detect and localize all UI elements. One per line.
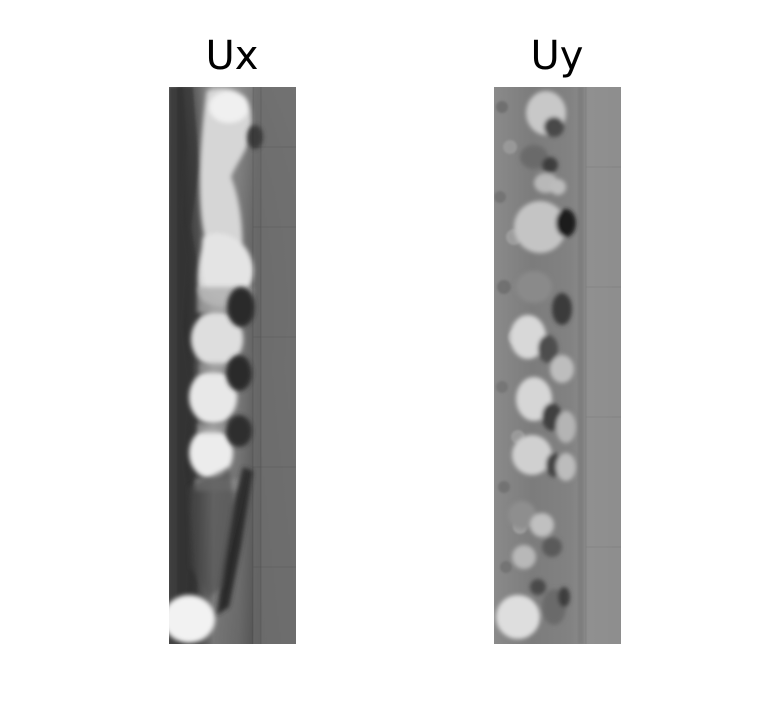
ux-field-image [169,87,296,644]
uy-field-image [494,87,621,644]
panel-title-ux: Ux [205,33,259,79]
panel-title-uy: Uy [530,33,584,79]
